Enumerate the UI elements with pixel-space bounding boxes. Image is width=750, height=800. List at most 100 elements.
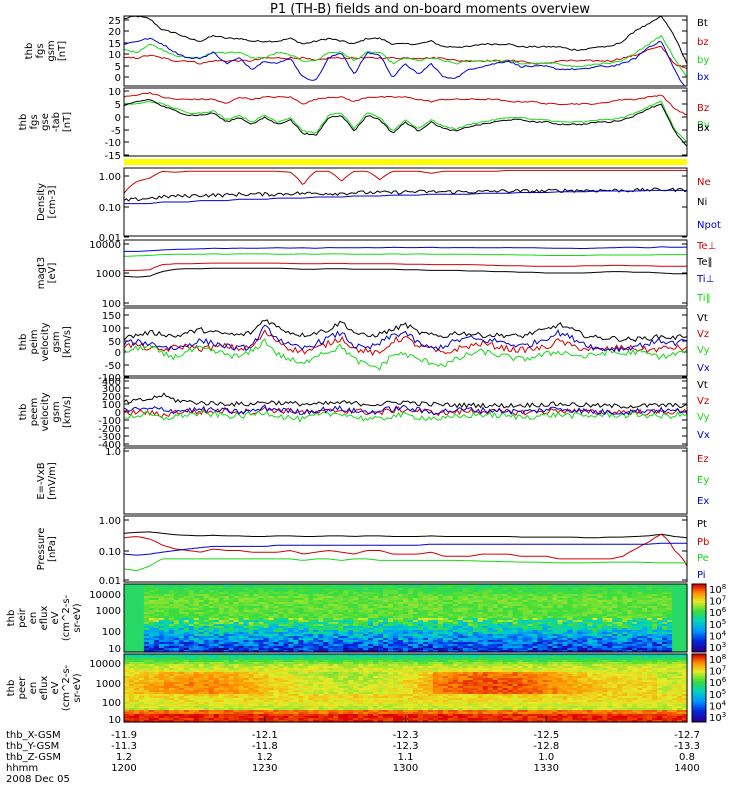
spectrogram-cell (627, 616, 633, 619)
spectrogram-cell (298, 664, 304, 667)
spectrogram-cell (587, 638, 593, 641)
colorbar-segment (692, 628, 706, 631)
spectrogram-cell (188, 630, 195, 633)
spectrogram-cell (607, 648, 613, 651)
spectrogram-cell (677, 598, 683, 601)
spectrogram-cell (487, 666, 494, 669)
spectrogram-cell (537, 602, 544, 605)
spectrogram-cell (403, 614, 409, 617)
spectrogram-cell (502, 640, 509, 643)
spectrogram-cell (138, 594, 145, 597)
spectrogram-cell (303, 640, 309, 643)
spectrogram-cell (283, 632, 290, 635)
spectrogram-cell (677, 616, 683, 619)
spectrogram-cell (303, 628, 309, 631)
spectrogram-cell (562, 632, 569, 635)
spectrogram-cell (328, 612, 334, 615)
spectrogram-cell (288, 622, 294, 625)
spectrogram-cell (422, 630, 429, 633)
spectrogram-cell (373, 650, 379, 653)
spectrogram-cell (582, 612, 588, 615)
spectrogram-cell (278, 646, 285, 649)
spectrogram-cell (303, 594, 309, 597)
spectrogram-cell (198, 594, 205, 597)
y-axis-label-line: [km/s] (62, 396, 73, 428)
spectrogram-cell (403, 636, 409, 639)
spectrogram-cell (582, 650, 588, 653)
spectrogram-cell (677, 588, 683, 591)
spectrogram-cell (358, 616, 364, 619)
spectrogram-cell (208, 664, 215, 667)
spectrogram-cell (188, 612, 195, 615)
spectrogram-cell (128, 592, 135, 595)
spectrogram-cell (333, 664, 339, 667)
spectrogram-cell (647, 590, 653, 593)
spectrogram-cell (642, 624, 648, 627)
spectrogram-cell (298, 624, 304, 627)
spectrogram-cell (622, 586, 628, 589)
spectrogram-cell (522, 616, 529, 619)
spectrogram-cell (358, 606, 364, 609)
spectrogram-cell (407, 654, 414, 657)
spectrogram-cell (153, 660, 160, 663)
spectrogram-cell (323, 666, 329, 669)
spectrogram-cell (642, 620, 648, 623)
spectrogram-cell (328, 660, 334, 663)
spectrogram-cell (417, 592, 424, 595)
spectrogram-cell (318, 638, 324, 641)
spectrogram-cell (163, 612, 170, 615)
spectrogram-cell (452, 612, 459, 615)
spectrogram-cell (472, 664, 479, 667)
spectrogram-cell (298, 588, 304, 591)
spectrogram (124, 584, 688, 653)
spectrogram-cell (258, 666, 265, 669)
spectrogram-cell (417, 644, 424, 647)
spectrogram-cell (542, 636, 549, 639)
spectrogram-cell (393, 650, 399, 653)
spectrogram-cell (128, 598, 135, 601)
spectrogram-cell (617, 590, 623, 593)
spectrogram-cell (567, 644, 573, 647)
spectrogram-cell (617, 646, 623, 649)
spectrogram-cell (672, 642, 678, 645)
spectrogram-cell (597, 586, 603, 589)
spectrogram-cell (512, 586, 519, 589)
spectrogram-cell (303, 596, 309, 599)
spectrogram-cell (562, 664, 569, 667)
spectrogram-cell (143, 590, 150, 593)
spectrogram-cell (612, 614, 618, 617)
spectrogram-cell (437, 624, 444, 627)
spectrogram-cell (233, 608, 240, 611)
spectrogram-cell (437, 658, 444, 661)
spectrogram-cell (148, 608, 155, 611)
spectrogram-cell (313, 642, 319, 645)
spectrogram-cell (512, 624, 519, 627)
spectrogram-cell (403, 606, 409, 609)
spectrogram-cell (393, 624, 399, 627)
spectrogram-cell (153, 640, 160, 643)
spectrogram-cell (183, 642, 190, 645)
spectrogram-cell (253, 656, 260, 659)
spectrogram-cell (447, 660, 454, 663)
spectrogram-cell (557, 590, 564, 593)
spectrogram-cell (482, 654, 489, 657)
spectrogram-cell (537, 662, 544, 665)
spectrogram-cell (313, 660, 319, 663)
spectrogram-cell (308, 628, 314, 631)
spectrogram-cell (577, 626, 583, 629)
spectrogram-cell (263, 646, 270, 649)
spectrogram-cell (582, 664, 588, 667)
spectrogram-cell (482, 666, 489, 669)
spectrogram-cell (368, 586, 374, 589)
spectrogram-cell (383, 644, 389, 647)
spectrogram-cell (582, 608, 588, 611)
spectrogram-cell (677, 632, 683, 635)
spectrogram-cell (328, 634, 334, 637)
spectrogram-cell (193, 638, 200, 641)
spectrogram-cell (323, 588, 329, 591)
spectrogram-cell (243, 632, 250, 635)
spectrogram-cell (218, 628, 225, 631)
spectrogram-cell (288, 664, 294, 667)
spectrogram-cell (567, 606, 573, 609)
spectrogram-cell (268, 620, 275, 623)
